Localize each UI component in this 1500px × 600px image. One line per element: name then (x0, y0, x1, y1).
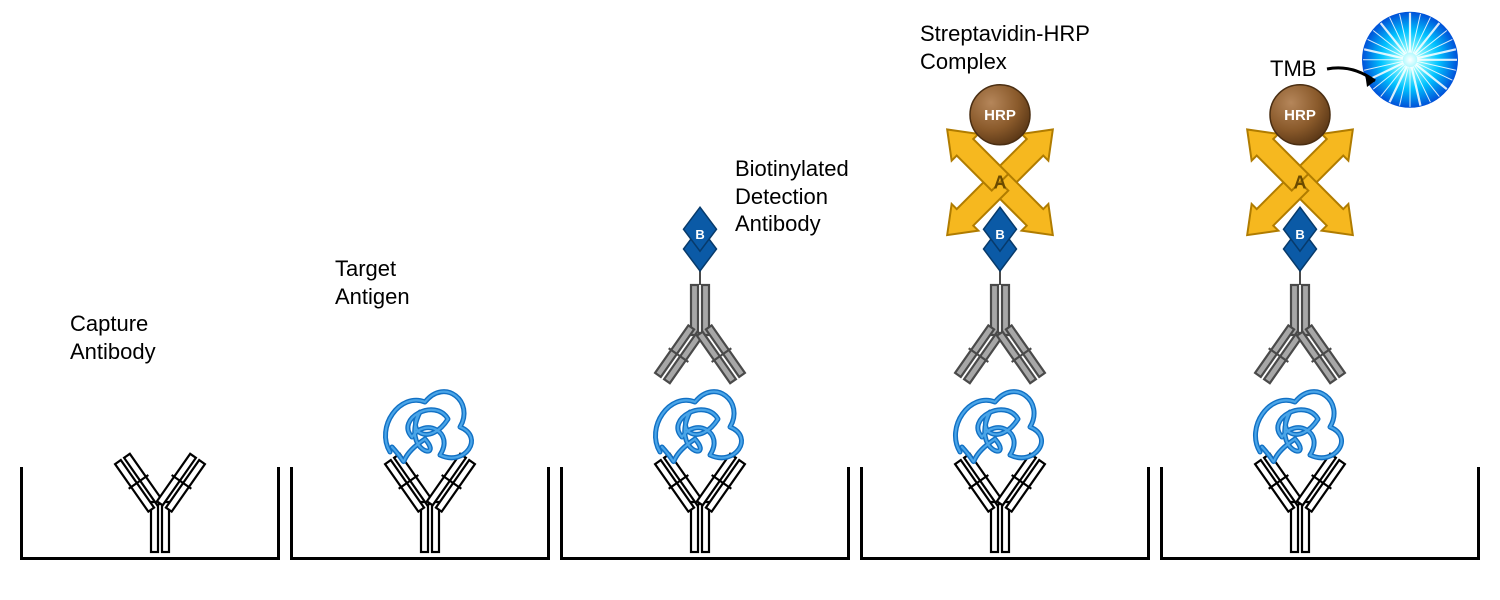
stack-svg (290, 0, 550, 560)
elisa-stage-4: B A HRP (860, 0, 1150, 560)
label-tmb: TMB (1270, 55, 1316, 83)
detection-antibody-icon (653, 285, 748, 385)
antigen-icon (385, 392, 471, 462)
capture-antibody-icon (383, 452, 478, 552)
elisa-stage-3: B (560, 0, 850, 560)
capture-antibody-icon (953, 452, 1048, 552)
elisa-stage-2 (290, 0, 550, 560)
elisa-stage-1 (20, 0, 280, 560)
antigen-icon (1255, 392, 1341, 462)
hrp-icon: HRP (1270, 85, 1330, 145)
svg-text:HRP: HRP (984, 107, 1016, 124)
label-streptavidin: Streptavidin-HRP Complex (920, 20, 1090, 75)
biotin-icon: B (984, 207, 1017, 271)
biotin-icon: B (684, 207, 717, 271)
capture-antibody-icon (653, 452, 748, 552)
capture-antibody-icon (1253, 452, 1348, 552)
svg-text:B: B (995, 227, 1004, 242)
hrp-icon: HRP (970, 85, 1030, 145)
svg-text:B: B (695, 227, 704, 242)
svg-text:HRP: HRP (1284, 107, 1316, 124)
stack-svg: B (560, 0, 850, 560)
biotin-icon: B (1284, 207, 1317, 271)
detection-antibody-icon (1253, 285, 1348, 385)
stack-svg: B A HRP (860, 0, 1150, 560)
capture-antibody-icon (113, 452, 208, 552)
svg-text:B: B (1295, 227, 1304, 242)
stack-svg (20, 0, 280, 560)
svg-text:A: A (994, 172, 1007, 192)
label-detect-ab: Biotinylated Detection Antibody (735, 155, 849, 238)
antigen-icon (655, 392, 741, 462)
tmb-arrow-icon (1322, 51, 1442, 111)
label-antigen: Target Antigen (335, 255, 410, 310)
detection-antibody-icon (953, 285, 1048, 385)
svg-text:A: A (1294, 172, 1307, 192)
label-capture-ab: Capture Antibody (70, 310, 156, 365)
antigen-icon (955, 392, 1041, 462)
